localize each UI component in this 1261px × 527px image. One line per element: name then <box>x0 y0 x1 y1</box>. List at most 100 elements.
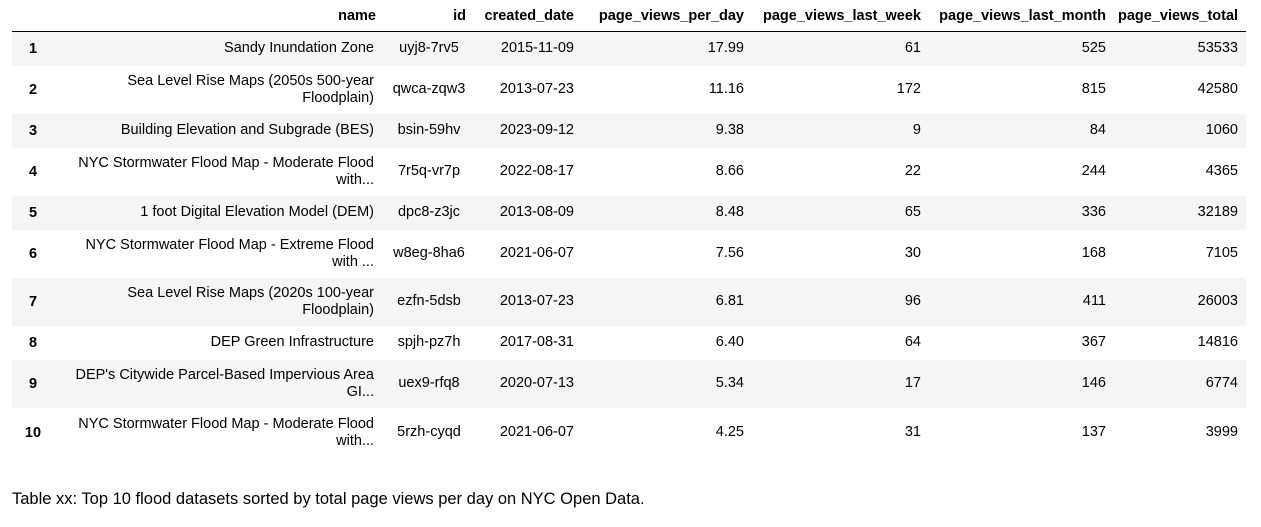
dataset-name-cell: Sea Level Rise Maps (2020s 100-year Floo… <box>127 284 374 318</box>
dataset-id-cell: 7r5q-vr7p <box>397 163 461 179</box>
table-row: 8 DEP Green Infrastructure spjh-pz7h 201… <box>12 325 1246 360</box>
datasets-table-container: name id created_date page_views_per_day … <box>12 0 1246 458</box>
row-index: 10 <box>24 424 42 441</box>
column-header-page-views-per-day: page_views_per_day <box>582 0 752 32</box>
page-views-last-week-cell: 96 <box>904 293 921 309</box>
dataset-id-cell: ezfn-5dsb <box>397 293 461 309</box>
dataset-id-cell: uex9-rfq8 <box>398 375 460 391</box>
created-date-cell: 2022-08-17 <box>499 163 574 179</box>
page-views-per-day-cell: 6.40 <box>715 334 744 350</box>
column-header-id: id <box>384 0 474 32</box>
page-views-total-cell: 7105 <box>1205 245 1238 261</box>
created-date-cell: 2020-07-13 <box>499 375 574 391</box>
page-views-last-week-cell: 172 <box>896 81 921 97</box>
page-views-last-month-cell: 815 <box>1081 81 1106 97</box>
page-views-per-day-cell: 8.48 <box>715 204 744 220</box>
dataset-id-cell: bsin-59hv <box>397 122 461 138</box>
row-index: 4 <box>28 163 38 180</box>
page-views-last-week-cell: 61 <box>904 40 921 57</box>
row-index: 6 <box>28 245 38 262</box>
page-views-last-week-cell: 22 <box>904 163 921 179</box>
dataset-id-cell: w8eg-8ha6 <box>393 245 465 261</box>
page-views-total-cell: 1060 <box>1205 122 1238 138</box>
page-views-total-cell: 53533 <box>1197 40 1238 57</box>
column-header-created-date: created_date <box>474 0 582 32</box>
dataset-name-cell: Sandy Inundation Zone <box>224 40 374 57</box>
row-index: 8 <box>28 334 38 351</box>
page-views-last-month-cell: 367 <box>1081 334 1106 350</box>
table-row: 3 Building Elevation and Subgrade (BES) … <box>12 113 1246 148</box>
page-views-last-month-cell: 411 <box>1082 293 1106 309</box>
row-index: 3 <box>28 122 38 139</box>
index-header <box>12 0 54 32</box>
page-views-per-day-cell: 17.99 <box>707 40 744 57</box>
created-date-cell: 2023-09-12 <box>499 122 574 138</box>
column-header-name: name <box>54 0 384 32</box>
dataset-name-cell: DEP Green Infrastructure <box>210 334 374 350</box>
header-row: name id created_date page_views_per_day … <box>12 0 1246 32</box>
page-views-per-day-cell: 4.25 <box>715 424 744 440</box>
dataset-name-cell: 1 foot Digital Elevation Model (DEM) <box>140 204 374 220</box>
page-views-last-month-cell: 146 <box>1081 375 1106 391</box>
dataset-id-cell: uyj8-7rv5 <box>399 40 459 57</box>
page-views-last-week-cell: 17 <box>904 375 921 391</box>
column-header-page-views-last-month: page_views_last_month <box>929 0 1114 32</box>
table-caption: Table xx: Top 10 flood datasets sorted b… <box>12 490 645 508</box>
page-views-per-day-cell: 7.56 <box>715 245 744 261</box>
page-views-total-cell: 4365 <box>1205 163 1238 179</box>
page-views-last-month-cell: 525 <box>1081 40 1106 57</box>
page-views-last-month-cell: 336 <box>1081 204 1106 220</box>
table-row: 4 NYC Stormwater Flood Map - Moderate Fl… <box>12 147 1246 196</box>
dataset-name-cell: DEP's Citywide Parcel-Based Impervious A… <box>75 366 374 400</box>
dataset-name-cell: Sea Level Rise Maps (2050s 500-year Floo… <box>127 72 374 106</box>
page-views-last-month-cell: 84 <box>1089 122 1106 138</box>
table-row: 6 NYC Stormwater Flood Map - Extreme Flo… <box>12 229 1246 278</box>
page-views-last-week-cell: 30 <box>904 245 921 261</box>
created-date-cell: 2013-07-23 <box>499 81 574 97</box>
created-date-cell: 2013-07-23 <box>499 293 574 309</box>
page-views-per-day-cell: 9.38 <box>715 122 744 138</box>
dataset-id-cell: spjh-pz7h <box>397 334 461 350</box>
dataset-name-cell: NYC Stormwater Flood Map - Moderate Floo… <box>78 415 374 449</box>
dataset-name-cell: NYC Stormwater Flood Map - Extreme Flood… <box>85 236 374 270</box>
table-row: 7 Sea Level Rise Maps (2020s 100-year Fl… <box>12 277 1246 326</box>
created-date-cell: 2015-11-09 <box>500 40 574 57</box>
page-views-last-week-cell: 64 <box>904 334 921 350</box>
table-row: 10 NYC Stormwater Flood Map - Moderate F… <box>12 407 1246 458</box>
dataset-id-cell: 5rzh-cyqd <box>397 424 461 440</box>
row-index: 1 <box>28 40 38 57</box>
row-index: 5 <box>28 204 38 221</box>
column-header-page-views-total: page_views_total <box>1114 0 1246 32</box>
created-date-cell: 2017-08-31 <box>499 334 574 350</box>
page-views-last-week-cell: 9 <box>912 122 921 138</box>
page-views-last-week-cell: 65 <box>904 204 921 220</box>
table-row: 2 Sea Level Rise Maps (2050s 500-year Fl… <box>12 65 1246 114</box>
page-views-total-cell: 32189 <box>1197 204 1238 220</box>
table-row: 9 DEP's Citywide Parcel-Based Impervious… <box>12 359 1246 408</box>
created-date-cell: 2021-06-07 <box>499 424 574 440</box>
page-views-per-day-cell: 6.81 <box>715 293 744 309</box>
column-header-page-views-last-week: page_views_last_week <box>752 0 929 32</box>
page-views-total-cell: 6774 <box>1205 375 1238 391</box>
page-views-per-day-cell: 5.34 <box>715 375 744 391</box>
page-views-last-month-cell: 244 <box>1081 163 1106 179</box>
row-index: 2 <box>28 81 38 98</box>
page-views-total-cell: 3999 <box>1205 424 1238 440</box>
page-views-per-day-cell: 11.16 <box>708 81 744 97</box>
dataset-name-cell: NYC Stormwater Flood Map - Moderate Floo… <box>78 154 374 188</box>
page-views-total-cell: 14816 <box>1197 334 1238 350</box>
row-index: 7 <box>28 293 38 310</box>
row-index: 9 <box>28 375 38 392</box>
created-date-cell: 2013-08-09 <box>499 204 574 220</box>
page-views-last-month-cell: 137 <box>1081 424 1106 440</box>
datasets-table: name id created_date page_views_per_day … <box>12 0 1246 458</box>
table-row: 1 Sandy Inundation Zone uyj8-7rv5 2015-1… <box>12 31 1246 66</box>
page-views-last-week-cell: 31 <box>904 424 921 440</box>
page-views-total-cell: 42580 <box>1197 81 1238 97</box>
page-views-per-day-cell: 8.66 <box>715 163 744 179</box>
dataset-name-cell: Building Elevation and Subgrade (BES) <box>120 122 374 138</box>
created-date-cell: 2021-06-07 <box>499 245 574 261</box>
page-views-last-month-cell: 168 <box>1081 245 1106 261</box>
page-views-total-cell: 26003 <box>1197 293 1238 309</box>
dataset-id-cell: dpc8-z3jc <box>397 204 461 220</box>
